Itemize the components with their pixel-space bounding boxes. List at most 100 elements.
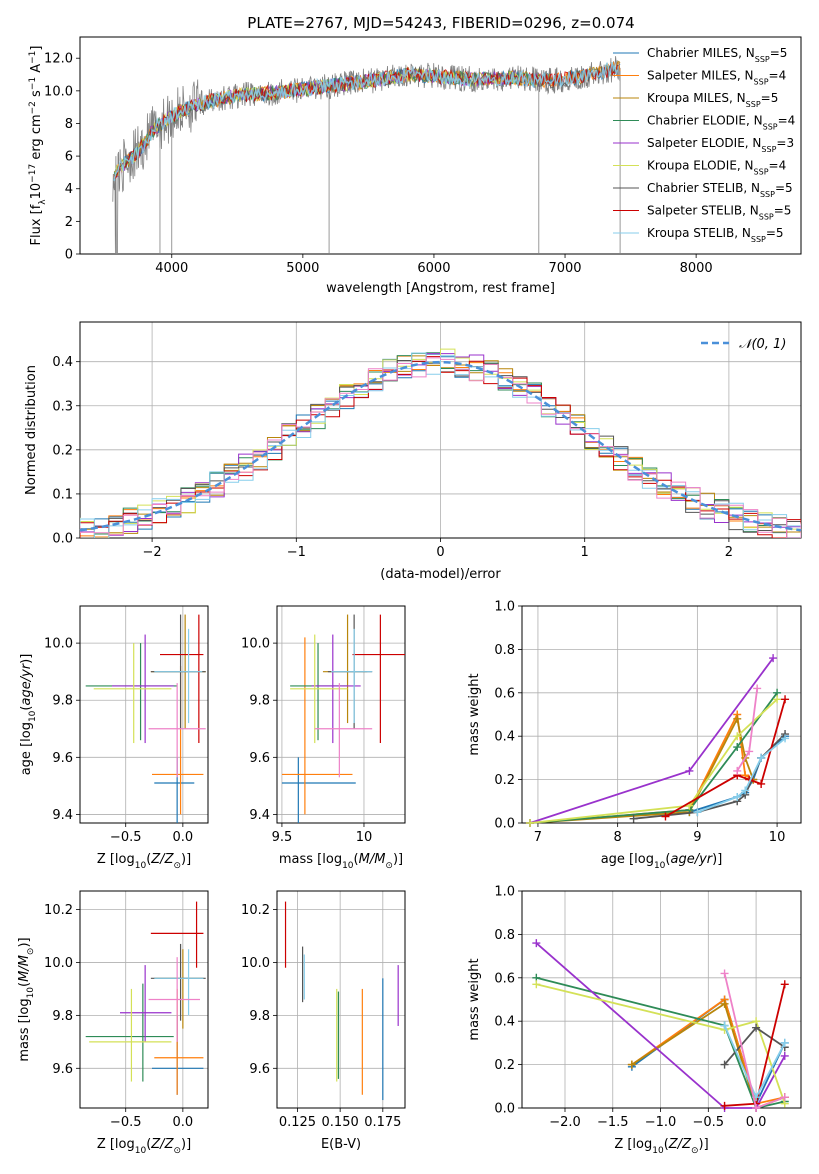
label-part: ⊙	[173, 861, 181, 871]
residual-histogram	[80, 352, 801, 538]
label-part: )]	[181, 852, 191, 867]
label-part: )]	[181, 1137, 191, 1152]
label-part: )]	[19, 654, 34, 664]
mass-weight-point	[629, 814, 638, 823]
y-axis-label: Flux [fλ10−17 erg cm−2 s−1 A−1]	[28, 46, 48, 246]
legend-entry: Salpeter ELODIE, NSSP=3	[647, 136, 794, 154]
x-tick-label: 7	[534, 830, 542, 845]
label-part: Flux [f	[29, 204, 44, 245]
x-tick-label: −2	[143, 545, 162, 560]
label-part: )]	[393, 852, 403, 867]
x-tick-label: 4000	[155, 261, 188, 276]
y-tick-label: 0.6	[494, 971, 515, 986]
y-tick-label: 10.0	[44, 956, 73, 971]
plot-frame	[79, 605, 209, 824]
mass-weight-point	[532, 980, 541, 989]
label-part: ⊙	[26, 948, 36, 956]
y-tick-label: 0.2	[494, 773, 515, 788]
mass-weight-point	[781, 695, 790, 704]
mass-weight-line	[536, 976, 785, 1110]
x-tick-label: 0.0	[173, 830, 194, 845]
y-tick-label: 9.6	[52, 1062, 73, 1077]
mass-weight-point	[780, 980, 789, 989]
label-part: (	[146, 1137, 151, 1152]
label-part: )]	[712, 852, 722, 867]
label-part: age [log	[19, 722, 34, 775]
y-tick-label: 12.0	[44, 52, 73, 67]
legend-entry-tail: =5	[775, 181, 793, 195]
mass-weight-line	[631, 998, 785, 1105]
x-axis-label: (data-model)/error	[380, 567, 501, 582]
label-part: E(B-V)	[321, 1137, 361, 1152]
y-tick-label: 10.2	[44, 903, 73, 918]
label-part: 10	[29, 183, 44, 200]
y-tick-label: 0.2	[494, 1058, 515, 1073]
mass-weight-point	[780, 1051, 789, 1060]
mass-weight-point	[781, 734, 790, 743]
label-part: A	[29, 64, 44, 77]
label-part: s	[29, 90, 44, 101]
legend-entry-base: Salpeter ELODIE, N	[647, 136, 761, 150]
x-tick-label: −1.5	[597, 1115, 629, 1130]
mass-weight-point	[753, 684, 762, 693]
label-part: ]	[29, 46, 44, 51]
label-part: −1	[28, 77, 38, 90]
x-tick-label: 0.0	[746, 1115, 767, 1130]
label-part: λ	[38, 199, 48, 205]
y-tick-label: 4	[65, 182, 73, 197]
legend-entry: Kroupa MILES, NSSP=5	[647, 91, 778, 109]
legend-entry-sub: SSP	[754, 167, 769, 176]
y-tick-label: 0	[65, 248, 73, 263]
y-tick-label: 8	[65, 117, 73, 132]
mass-weight-point	[733, 766, 742, 775]
legend-entry-sub: SSP	[754, 77, 769, 86]
x-tick-label: 9	[693, 830, 701, 845]
y-tick-label: 10.0	[241, 637, 270, 652]
x-tick-label: 0.175	[364, 1115, 401, 1130]
legend-entry-base: Kroupa ELODIE, N	[647, 159, 754, 173]
mass-weight-line	[535, 942, 786, 1109]
legend-entry: Chabrier STELIB, NSSP=5	[647, 181, 793, 199]
mass-weight-point	[733, 732, 742, 741]
mass-weight-point	[745, 747, 754, 756]
x-tick-label: 7000	[548, 261, 581, 276]
y-tick-label: 0.6	[494, 686, 515, 701]
x-tick-label: 10	[356, 830, 373, 845]
label-part: mass [log	[279, 852, 342, 867]
legend-entry-sub: SSP	[746, 100, 761, 109]
y-tick-label: 9.6	[52, 751, 73, 766]
x-axis-label: Z [log10(Z/Z⊙)]	[97, 1137, 191, 1156]
label-part: 10	[652, 1146, 664, 1156]
mass-weight-point	[720, 1060, 729, 1069]
legend-entry-sub: SSP	[759, 212, 774, 221]
label-part: 10	[342, 861, 354, 871]
mass-weight-point	[720, 999, 729, 1008]
x-tick-label: 1	[581, 545, 589, 560]
legend-entry: Chabrier ELODIE, NSSP=4	[647, 114, 795, 132]
label-part: (	[17, 982, 32, 987]
y-axis-label: mass weight	[467, 958, 482, 1040]
x-tick-label: 2	[725, 545, 733, 560]
label-part: 10	[26, 987, 36, 999]
y-tick-label: 10.0	[44, 84, 73, 99]
label-part: −17	[28, 164, 38, 183]
y-tick-label: 9.4	[249, 808, 270, 823]
x-tick-label: 8000	[680, 261, 713, 276]
y-tick-label: 1.0	[494, 885, 515, 900]
mass-weight-point	[757, 753, 766, 762]
mass-vs-ebv-panel: 0.125 0.150 0.175 9.6 9.8 10.0 10.2 E(B-V)	[241, 890, 406, 1152]
y-tick-label: 9.4	[52, 808, 73, 823]
x-tick-label: −0.5	[110, 1115, 142, 1130]
label-part: (	[664, 1137, 669, 1152]
label-part: (	[146, 852, 151, 867]
legend-entry: 𝒩(0, 1)	[739, 337, 786, 352]
y-tick-label: 2	[65, 215, 73, 230]
mass-weight-point	[627, 1060, 636, 1069]
plot-frame	[79, 321, 802, 539]
mass-weight-line	[529, 692, 778, 824]
mass-weight-point	[780, 1093, 789, 1102]
legend-entry-sub: SSP	[760, 190, 775, 199]
mass-weight-point	[685, 766, 694, 775]
